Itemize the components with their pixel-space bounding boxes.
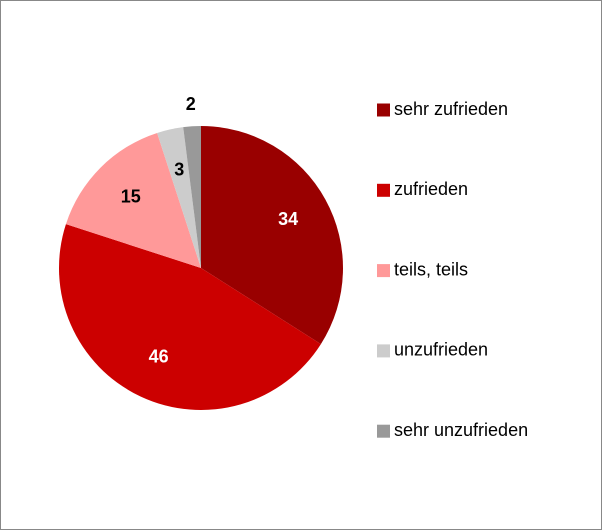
legend-swatch <box>377 183 390 197</box>
legend-label: sehr unzufrieden <box>394 420 528 440</box>
data-label: 34 <box>278 209 298 229</box>
pie-slice <box>59 224 321 410</box>
legend-swatch <box>377 344 390 358</box>
legend-swatch <box>377 103 390 117</box>
legend-label: zufrieden <box>394 179 468 199</box>
legend-swatch <box>377 424 390 438</box>
data-label: 2 <box>186 94 196 114</box>
pie-slice <box>201 126 343 345</box>
legend-swatch <box>377 264 390 278</box>
data-label: 3 <box>174 160 184 180</box>
data-label: 15 <box>121 186 141 206</box>
pie-slice <box>157 127 201 268</box>
legend-label: teils, teils <box>394 259 468 279</box>
legend-label: unzufrieden <box>394 340 488 360</box>
data-label: 46 <box>149 347 169 367</box>
legend-label: sehr zufrieden <box>394 99 508 119</box>
pie-slice <box>183 126 201 268</box>
pie-slice <box>65 132 201 268</box>
